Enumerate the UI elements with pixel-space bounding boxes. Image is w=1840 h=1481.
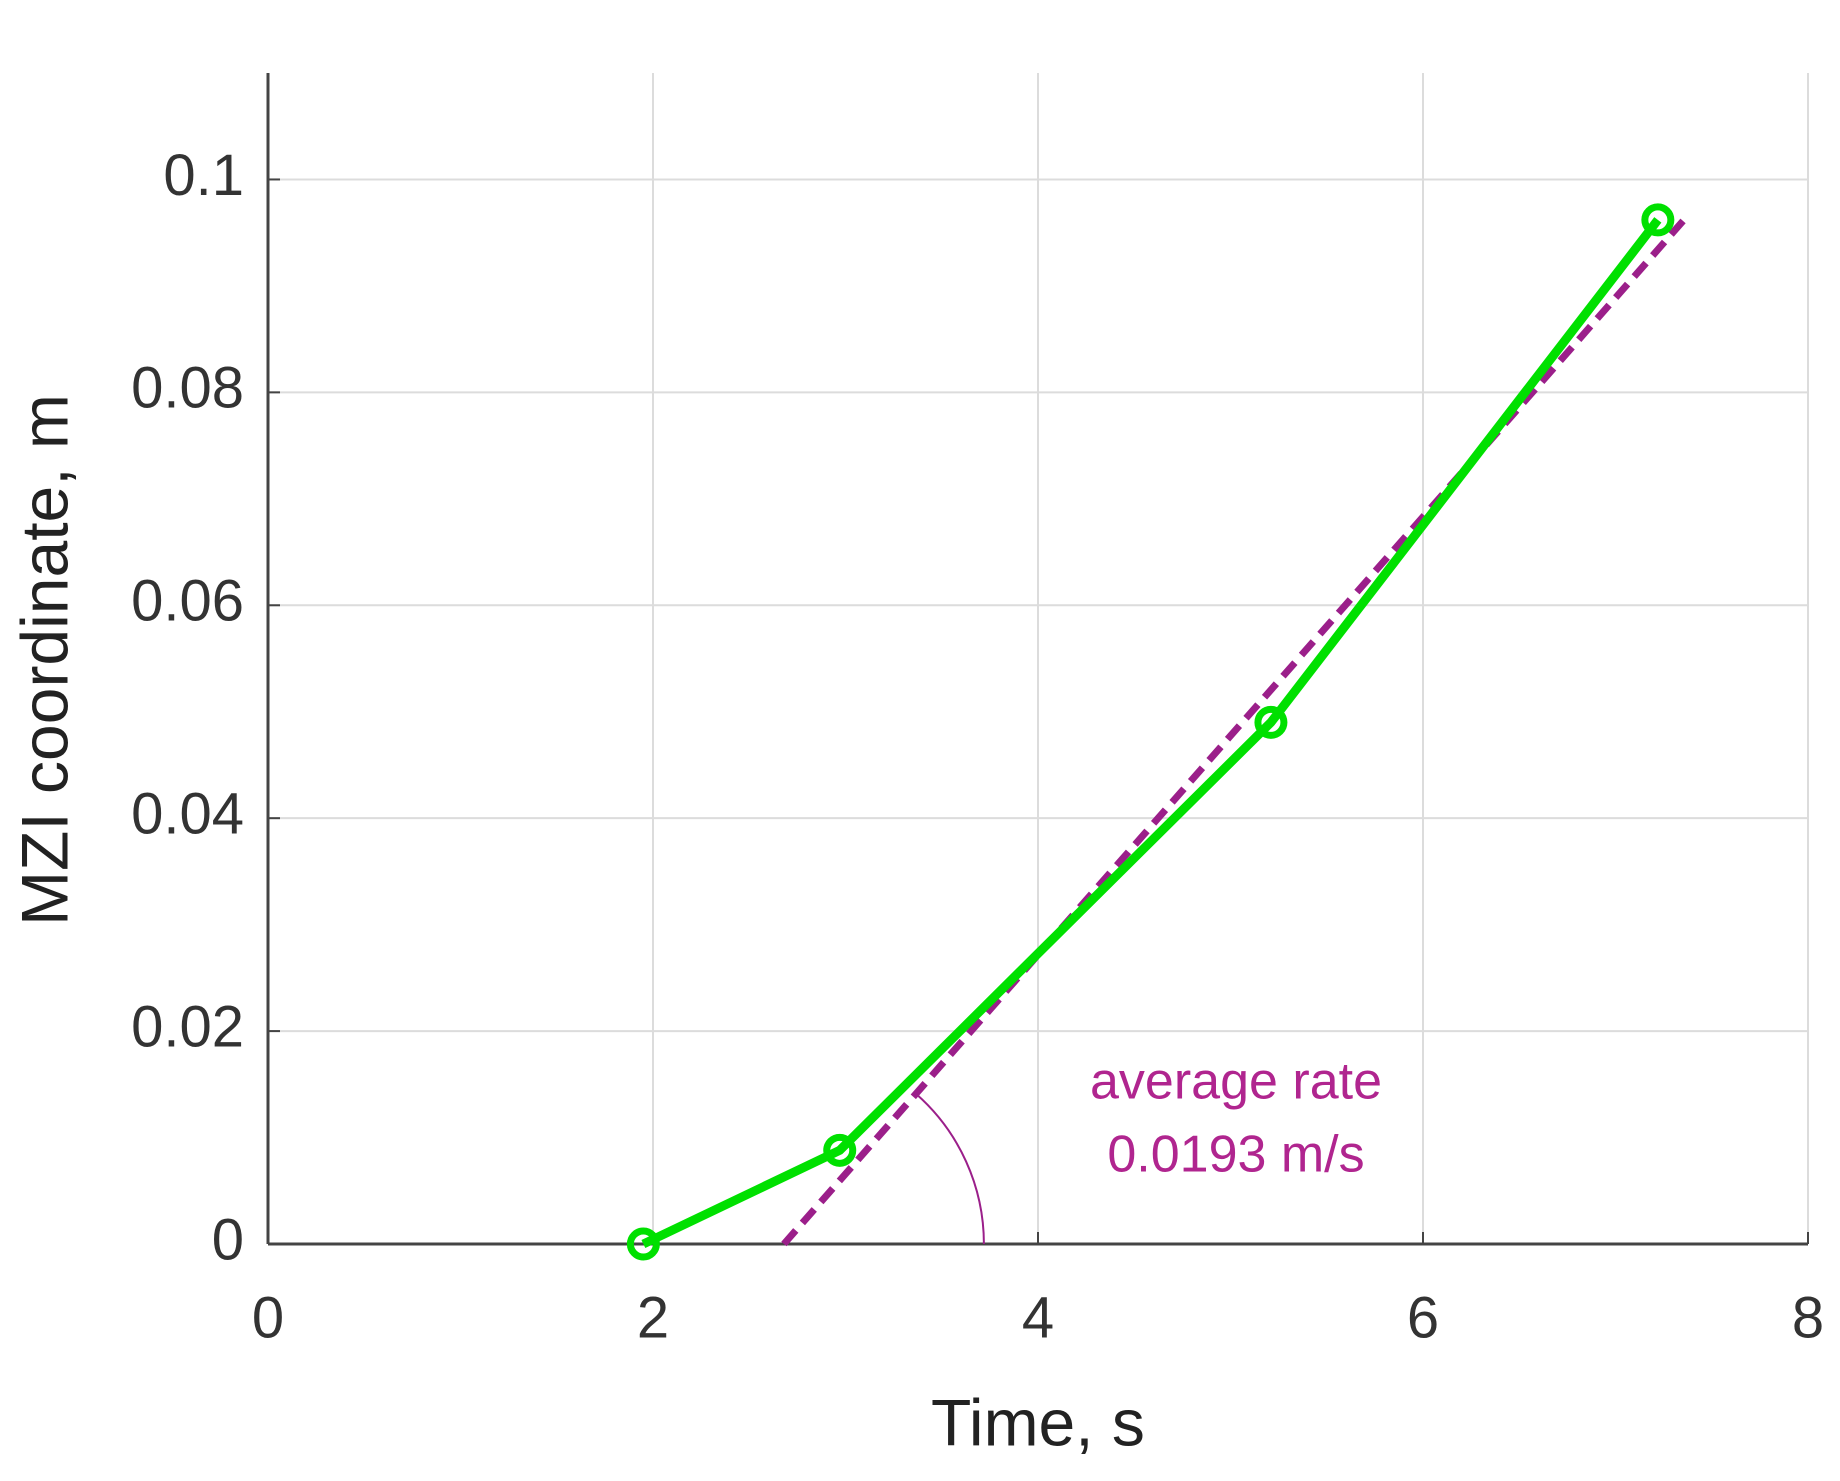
x-tick-label: 4 xyxy=(1022,1285,1054,1350)
data-point xyxy=(1254,705,1288,739)
y-tick-label: 0.06 xyxy=(131,569,244,634)
y-axis-label: MZI coordinate, m xyxy=(7,394,81,926)
annotation: 0.0193 m/s xyxy=(1107,1126,1364,1184)
x-tick-label: 0 xyxy=(252,1285,284,1350)
y-tick-label: 0.02 xyxy=(131,994,244,1059)
annotation: average rate xyxy=(1090,1053,1382,1111)
y-tick-label: 0.1 xyxy=(163,143,244,208)
y-tick-label: 0.04 xyxy=(131,782,244,847)
x-tick-label: 6 xyxy=(1407,1285,1439,1350)
y-tick-label: 0.08 xyxy=(131,356,244,421)
data-point xyxy=(1641,203,1675,237)
data-point xyxy=(626,1227,660,1261)
fit-line xyxy=(781,212,1692,1247)
data-line xyxy=(641,217,1662,1249)
y-tick-label: 0 xyxy=(212,1207,244,1272)
x-tick-label: 8 xyxy=(1792,1285,1824,1350)
data-point xyxy=(823,1133,857,1167)
angle-arc xyxy=(915,1093,985,1245)
x-tick-label: 2 xyxy=(637,1285,669,1350)
x-axis-label: Time, s xyxy=(931,1385,1145,1459)
